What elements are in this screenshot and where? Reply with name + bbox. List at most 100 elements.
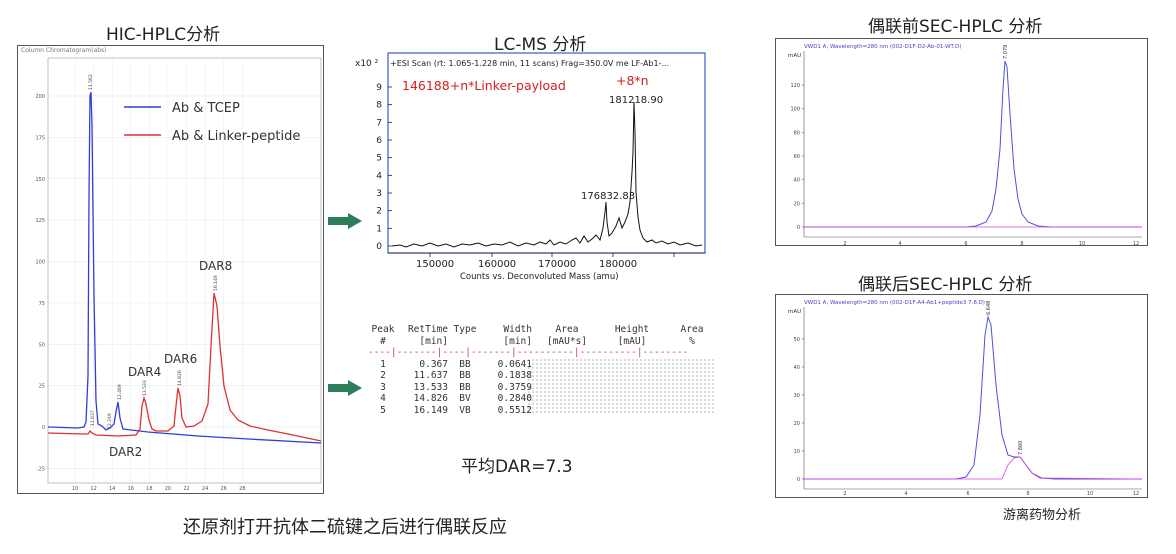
hic-xtick: 14	[109, 486, 115, 492]
sec-xtick: 6	[964, 241, 967, 245]
hic-xtick: 16	[128, 486, 134, 492]
table-cell: 0.2840	[497, 393, 532, 404]
table-row: 3 13.533 BB 0.3759	[368, 382, 722, 394]
peak-label: 12.249	[107, 413, 113, 429]
sec-after-panel: VWD1 A, Wavelength=280 nm (002-D1F-A4-Ab…	[775, 294, 1148, 498]
table-header-row: Peak RetTime Type Width Area Height Area	[368, 324, 722, 336]
sec-before-peak-label: 7.079	[1003, 45, 1009, 59]
hic-ytick: 200	[35, 94, 45, 100]
sec-xtick: 2	[843, 241, 846, 245]
lcms-xtick: 180000	[599, 259, 637, 270]
sec-ytick: 0	[797, 225, 800, 231]
sec-ytick: 20	[794, 201, 800, 207]
sec-before-chart: VWD1 A, Wavelength=280 nm (002-D1F-D2-Ab…	[788, 44, 1142, 247]
sec-before-ylabel: mAU	[788, 53, 801, 59]
arrow-icon	[328, 380, 362, 396]
hic-title: HIC-HPLC分析	[106, 25, 221, 45]
lcms-n-label: +8*n	[616, 73, 649, 88]
hic-ytick: 100	[35, 260, 45, 266]
hic-xtick: 28	[239, 486, 245, 492]
sec-xtick: 2	[843, 491, 846, 497]
hic-xtick: 20	[165, 486, 171, 492]
hic-ytick: 50	[39, 342, 45, 348]
table-cell: 0.0641	[497, 358, 532, 370]
arrow-icon	[328, 213, 362, 229]
peak-label: 16.149	[213, 275, 219, 291]
lcms-title: LC-MS 分析	[494, 35, 587, 55]
hic-xtick: 26	[221, 486, 227, 492]
legend-label-tcep: Ab & TCEP	[172, 101, 240, 116]
table-header: [min]	[419, 335, 448, 347]
table-cell: 2	[380, 370, 386, 381]
table-header: Area	[555, 324, 579, 335]
table-row: 4 14.826 BV 0.2840	[368, 393, 722, 405]
hic-trace-tcep	[47, 91, 322, 444]
peak-label: 11.637	[90, 410, 96, 426]
sec-ytick: 50	[794, 337, 800, 343]
lcms-xtick: 170000	[538, 259, 576, 270]
sec-xtick: 12	[1133, 241, 1139, 245]
hic-trace-linker	[47, 292, 322, 442]
table-divider: ----|-------|----|-------|----------|---…	[368, 347, 689, 358]
table-cell: 11.637	[413, 370, 448, 381]
dar2-label: DAR2	[109, 445, 142, 459]
table-header: %	[689, 335, 695, 347]
sec-ytick: 100	[790, 107, 800, 113]
table-header: RetTime	[407, 324, 448, 335]
dar6-label: DAR6	[164, 352, 197, 366]
free-drug-label: 游离药物分析	[1003, 508, 1082, 523]
avg-dar-label: 平均DAR=7.3	[461, 457, 573, 477]
peak-label: 13.533	[142, 380, 148, 396]
lcms-ytick: 8	[376, 101, 382, 111]
peak-label: 14.826	[177, 370, 183, 386]
sec-ytick: 30	[794, 393, 800, 399]
sec-ytick: 60	[794, 154, 800, 160]
table-cell: 0.5512	[497, 404, 532, 416]
table-cell: 3	[380, 381, 386, 393]
sec-ytick: 10	[794, 449, 800, 455]
sec-after-peak2-label: 7.860	[1018, 441, 1024, 455]
lcms-header: +ESI Scan (rt: 1.065-1.228 min, 11 scans…	[390, 59, 669, 68]
sec-ytick: 40	[794, 365, 800, 371]
table-row: 2 11.637 BB 0.1838	[368, 370, 722, 382]
bottom-caption: 还原剂打开抗体二硫键之后进行偶联反应	[183, 517, 507, 538]
table-cell: 13.533	[413, 381, 448, 393]
sec-ytick: 20	[794, 421, 800, 427]
table-header: [min]	[503, 335, 532, 347]
lcms-ytick: 3	[376, 189, 382, 199]
sec-before-header: VWD1 A, Wavelength=280 nm (002-D1F-D2-Ab…	[804, 44, 961, 50]
sec-xtick: 10	[1079, 241, 1085, 245]
sec-before-panel: VWD1 A, Wavelength=280 nm (002-D1F-D2-Ab…	[775, 38, 1148, 247]
hic-ytick: 25	[39, 384, 45, 390]
lcms-panel: x10 ² +ESI Scan (rt: 1.065-1.228 min, 11…	[350, 52, 712, 282]
lcms-ytick: 4	[376, 171, 382, 181]
table-header: Peak	[371, 324, 395, 335]
lcms-ytick: 6	[376, 136, 382, 146]
table-header: [mAU*s]	[546, 335, 588, 347]
table-cell: 14.826	[413, 393, 448, 404]
hic-chromatogram-panel: Column Chromatogram(abs) -25 0 25 50 75 100 12…	[17, 45, 324, 494]
peak-table: Peak RetTime Type Width Area Height Area…	[368, 324, 722, 416]
table-cell: 5	[380, 404, 386, 416]
table-header: [mAU]	[617, 335, 647, 347]
sec-before-title: 偶联前SEC-HPLC 分析	[868, 17, 1043, 37]
table-header: #	[380, 335, 386, 347]
sec-xtick: 4	[898, 241, 901, 245]
sec-xtick: 12	[1133, 491, 1139, 497]
hic-ytick: -25	[37, 466, 45, 472]
sec-after-ylabel: mAU	[788, 309, 801, 315]
hic-header: Column Chromatogram(abs)	[21, 47, 107, 54]
legend-label-linker: Ab & Linker-peptide	[172, 129, 300, 144]
lcms-ytick: 0	[376, 242, 382, 252]
sec-after-title: 偶联后SEC-HPLC 分析	[858, 275, 1033, 295]
sec-xtick: 4	[904, 491, 907, 497]
table-cell: 0.3759	[497, 381, 532, 393]
hic-ytick: 75	[39, 301, 45, 307]
lcms-xtick: 150000	[416, 259, 454, 270]
table-row: 5 16.149 VB 0.5512	[368, 405, 722, 417]
sec-ytick: 80	[794, 130, 800, 136]
table-header: Width	[503, 324, 532, 335]
lcms-peak2-label: 176832.83	[581, 191, 635, 202]
hic-ytick: 175	[35, 135, 45, 141]
sec-after-trace	[804, 315, 1142, 480]
